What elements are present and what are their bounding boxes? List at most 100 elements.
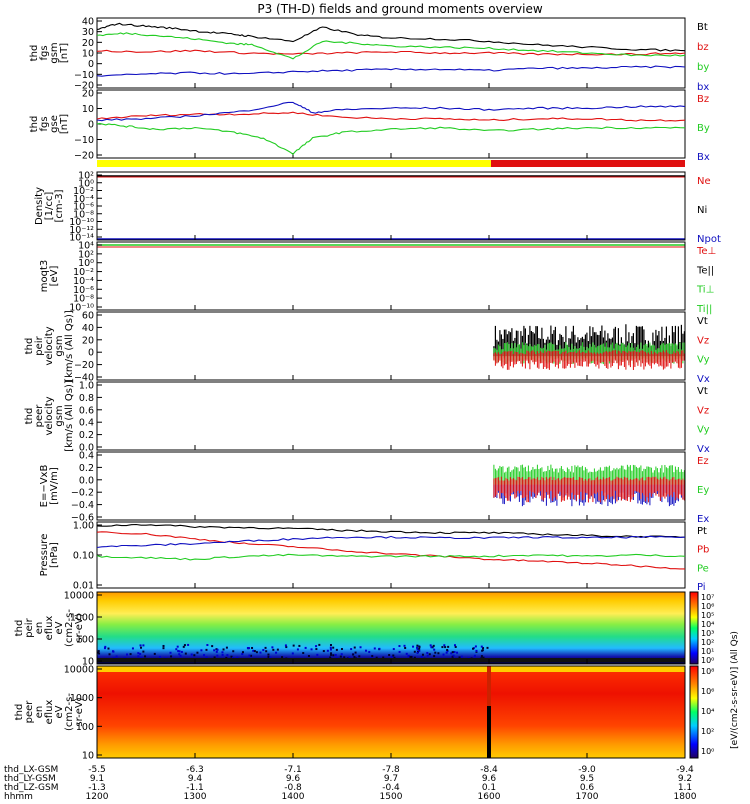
orbit-value: 9.6: [482, 774, 497, 784]
ytick-label: 0: [88, 59, 94, 70]
panel-frame: [96, 89, 686, 159]
ylabel-line: [1/cc]: [44, 192, 55, 221]
ion-spectrogram-speckle: [262, 649, 265, 652]
ion-spectrogram-speckle: [304, 646, 307, 649]
ytick-label: 0.0: [79, 475, 94, 486]
series-group-2: [96, 523, 686, 570]
ion-spectrogram-speckle: [330, 653, 333, 656]
ion-spectrogram-speckle: [409, 656, 412, 659]
ylabel-line: moqt3: [39, 260, 50, 293]
ylabel-line: [km/s (All Qs)]: [64, 310, 75, 382]
ion-spectrogram-speckle: [296, 648, 299, 651]
ytick-label: 0.8: [79, 393, 94, 404]
legend-vx: Vx: [697, 444, 710, 455]
orbit-value: -5.5: [88, 765, 106, 775]
ion-spectrogram-speckle: [453, 651, 456, 654]
ion-spectrogram-speckle: [169, 651, 172, 654]
legend-pb: Pb: [697, 545, 709, 556]
ion-spectrogram-speckle: [486, 646, 489, 649]
ion-spectrogram-speckle: [139, 652, 142, 655]
ion-spectrogram-speckle: [475, 649, 478, 652]
ion-spectrogram-speckle: [410, 655, 413, 658]
ion-spectrogram-speckle: [111, 650, 114, 653]
ion-spectrogram-speckle: [196, 651, 199, 654]
ion-spectrogram-speckle: [453, 644, 456, 647]
ion-spectrogram-speckle: [302, 652, 305, 655]
legend-bz: Bz: [697, 94, 709, 105]
series-pb: [96, 531, 685, 570]
ion-spectrogram-speckle: [480, 645, 483, 648]
series-pi: [96, 535, 686, 549]
ytick-label: 40: [82, 323, 94, 334]
ion-spectrogram-speckle: [353, 646, 356, 649]
ytick-label: 0.6: [79, 405, 94, 416]
ytick-label: 0.01: [73, 581, 94, 592]
ion-spectrogram-speckle: [285, 646, 288, 649]
panel-efield: 0.40.20.0 −0.2−0.4 −0.6 E=−VxB [mV/m] Ez Ey Ex: [39, 451, 709, 526]
legend-ti⊥: Ti⊥: [696, 285, 714, 296]
ylabel-line: gse: [49, 115, 60, 133]
ylabel-line: eflux: [44, 700, 55, 725]
ion-spectrogram-speckle: [315, 645, 318, 648]
panel-frame: [96, 521, 686, 589]
ytick-label: 10⁻¹⁴: [69, 233, 94, 244]
colorbar-electron: [689, 665, 699, 759]
ytick-label: 10⁻²: [73, 186, 94, 197]
legend-ni: Ni: [697, 205, 707, 216]
panel-peer-spec: 10000 1000 100 10 thd peer en eflux eV (cm2-s-sr-…: [14, 665, 686, 762]
ion-spectrogram-speckle: [413, 650, 416, 653]
legend-pe: Pe: [697, 563, 709, 574]
legend-ex: Ex: [697, 514, 709, 525]
series-bz: [96, 111, 686, 122]
electron-spectrogram-top: [97, 666, 685, 672]
ion-spectrogram-speckle: [481, 649, 484, 652]
ion-spectrogram-speckle: [248, 647, 251, 650]
colorbar-electron-tick: 10⁸: [701, 667, 714, 676]
ion-spectrogram-speckle: [393, 656, 396, 659]
orbit-value: 9.1: [90, 774, 104, 784]
ion-spectrogram-speckle: [203, 654, 206, 657]
ion-spectrogram-speckle: [176, 645, 179, 648]
ion-spectrogram-speckle: [433, 648, 436, 651]
ion-spectrogram-speckle: [451, 651, 454, 654]
ion-spectrogram-speckle: [447, 645, 450, 648]
legend-bx: bx: [697, 82, 709, 93]
ion-spectrogram-speckle: [265, 650, 268, 653]
ylabel-line: eflux: [44, 616, 55, 641]
panel-frame: [96, 451, 686, 521]
ion-spectrogram-speckle: [153, 652, 156, 655]
ion-spectrogram-speckle: [343, 656, 346, 659]
ion-spectrogram-speckle: [221, 653, 224, 656]
legend-ey: Ey: [697, 485, 709, 496]
ion-spectrogram-speckle: [413, 656, 416, 659]
ion-spectrogram-speckle: [108, 653, 111, 656]
ion-spectrogram-speckle: [332, 646, 335, 649]
mode-bar-slow: [97, 160, 491, 167]
ylabel-line: gsm: [49, 42, 60, 63]
ytick-label: 10: [82, 657, 94, 668]
ylabel-line: peir: [24, 617, 35, 637]
ylabel-line: [mV/m]: [49, 467, 60, 505]
colorbar-ion-tick: 10⁶: [701, 602, 714, 611]
ylabel-line: velocity: [44, 326, 55, 365]
series-group-0: [96, 22, 686, 77]
orbit-value: 9.6: [286, 774, 301, 784]
series-bt: [96, 22, 686, 52]
ion-spectrogram-speckle: [371, 655, 374, 658]
ion-spectrogram-speckle: [225, 646, 228, 649]
ytick-label: 10⁻⁸: [73, 209, 94, 220]
ion-spectrogram-speckle: [416, 651, 419, 654]
ion-spectrogram-speckle: [335, 648, 338, 651]
ylabel-line: en: [34, 706, 45, 719]
ion-spectrogram-speckle: [307, 655, 310, 658]
ion-spectrogram-speckle: [451, 655, 454, 658]
colorbar-ion-tick: 10²: [701, 638, 714, 647]
series-bx: [96, 101, 686, 122]
ion-spectrogram-speckle: [107, 647, 110, 650]
ion-spectrogram-speckle: [216, 648, 219, 651]
time-tick-label: 1400: [282, 792, 305, 800]
ytick-label: 10⁻⁴: [73, 194, 94, 205]
orbit-value: -9.4: [676, 765, 694, 775]
